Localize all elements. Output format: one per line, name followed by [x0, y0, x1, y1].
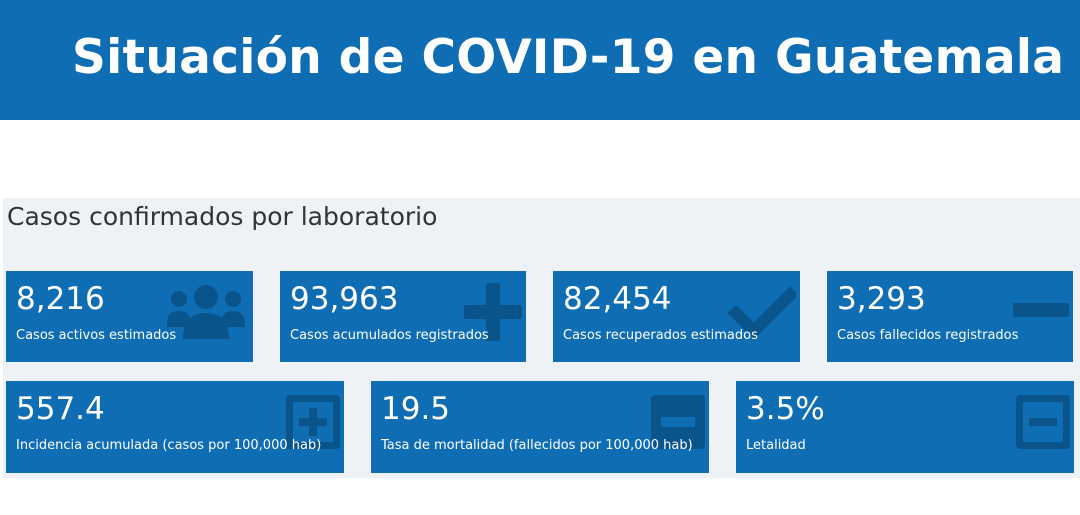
stat-label: Casos recuperados estimados — [563, 328, 758, 343]
stat-value: 557.4 — [16, 391, 105, 427]
stat-label: Letalidad — [746, 438, 806, 453]
stat-value: 3.5% — [746, 391, 825, 427]
stat-label: Incidencia acumulada (casos por 100,000 … — [16, 438, 322, 453]
header-banner: Situación de COVID-19 en Guatemala — [0, 0, 1080, 120]
page-title: Situación de COVID-19 en Guatemala — [72, 30, 1065, 85]
stat-value: 8,216 — [16, 281, 105, 317]
panel-title: Casos confirmados por laboratorio — [7, 202, 438, 231]
stat-card-mortality-rate: 19.5 Tasa de mortalidad (fallecidos por … — [371, 381, 709, 473]
minus-icon — [1013, 303, 1069, 317]
plus-square-icon — [286, 395, 340, 449]
stat-card-deceased-cases: 3,293 Casos fallecidos registrados — [827, 271, 1073, 362]
minus-square-filled-icon — [651, 395, 705, 449]
stat-card-active-cases: 8,216 Casos activos estimados — [6, 271, 253, 362]
stat-value: 19.5 — [381, 391, 451, 427]
stat-value: 93,963 — [290, 281, 399, 317]
check-icon — [728, 286, 796, 340]
stat-card-recovered-cases: 82,454 Casos recuperados estimados — [553, 271, 800, 362]
minus-square-icon — [1016, 395, 1070, 449]
stat-value: 82,454 — [563, 281, 672, 317]
plus-icon — [464, 283, 522, 341]
stat-card-incidence: 557.4 Incidencia acumulada (casos por 10… — [6, 381, 344, 473]
users-icon — [167, 285, 245, 339]
stat-card-lethality: 3.5% Letalidad — [736, 381, 1074, 473]
stat-label: Casos fallecidos registrados — [837, 328, 1019, 343]
stat-value: 3,293 — [837, 281, 926, 317]
stat-label: Casos activos estimados — [16, 328, 177, 343]
stat-label: Tasa de mortalidad (fallecidos por 100,0… — [381, 438, 693, 453]
stat-label: Casos acumulados registrados — [290, 328, 489, 343]
stat-card-cumulative-cases: 93,963 Casos acumulados registrados — [280, 271, 526, 362]
